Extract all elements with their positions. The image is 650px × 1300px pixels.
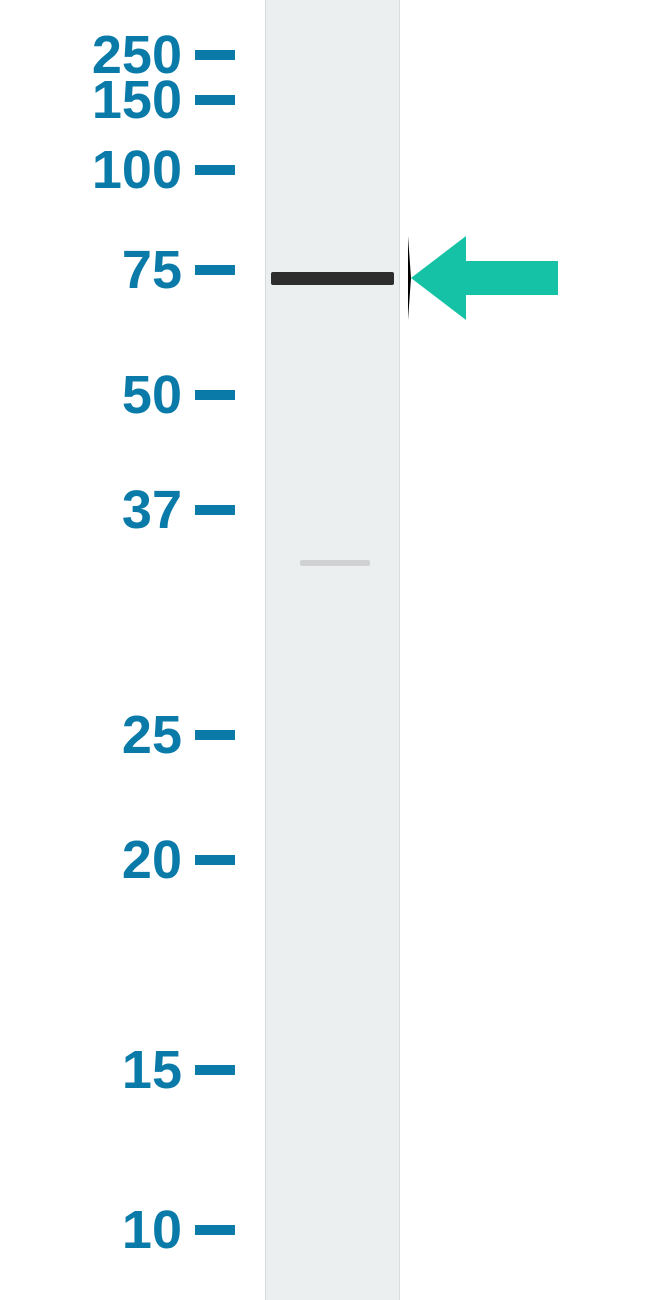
mw-marker-label: 50 <box>122 368 182 422</box>
protein-band <box>300 560 370 566</box>
mw-marker-dash <box>195 730 235 740</box>
mw-marker-label: 150 <box>92 73 182 127</box>
arrow-shaft <box>463 261 558 295</box>
western-blot-figure: 25015010075503725201510 <box>0 0 650 1300</box>
mw-marker-dash <box>195 165 235 175</box>
mw-marker-label: 20 <box>122 833 182 887</box>
mw-marker-dash <box>195 390 235 400</box>
mw-marker-label: 75 <box>122 243 182 297</box>
mw-marker-dash <box>195 50 235 60</box>
mw-marker-label: 10 <box>122 1203 182 1257</box>
mw-marker-dash <box>195 95 235 105</box>
mw-marker-label: 100 <box>92 143 182 197</box>
mw-marker-label: 15 <box>122 1043 182 1097</box>
mw-marker-dash <box>195 1065 235 1075</box>
mw-marker-label: 25 <box>122 708 182 762</box>
blot-lane <box>265 0 400 1300</box>
mw-marker-label: 37 <box>122 483 182 537</box>
mw-marker-dash <box>195 265 235 275</box>
mw-marker-dash <box>195 505 235 515</box>
mw-marker-dash <box>195 855 235 865</box>
arrow-head-icon <box>408 236 466 320</box>
protein-band <box>271 272 394 285</box>
mw-marker-dash <box>195 1225 235 1235</box>
